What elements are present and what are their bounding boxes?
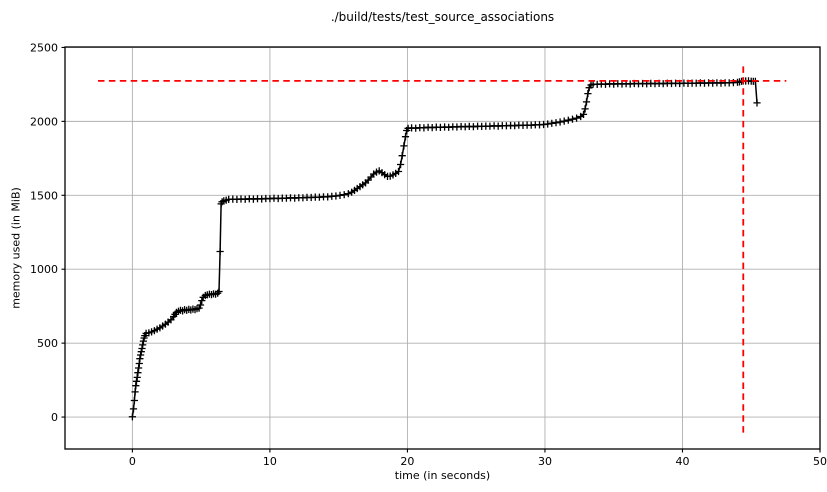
y-tick-label: 2000 xyxy=(30,115,58,128)
y-tick-label: 500 xyxy=(37,337,58,350)
x-tick-label: 40 xyxy=(675,455,689,468)
y-tick-label: 0 xyxy=(51,411,58,424)
x-axis-label: time (in seconds) xyxy=(394,469,491,482)
y-tick-label: 1000 xyxy=(30,263,58,276)
y-tick-label: 1500 xyxy=(30,189,58,202)
x-tick-label: 30 xyxy=(538,455,552,468)
x-tick-label: 20 xyxy=(400,455,414,468)
memory-series-markers xyxy=(128,77,761,421)
plot-border xyxy=(64,46,821,450)
x-tick-label: 50 xyxy=(813,455,827,468)
y-axis-label: memory used (in MiB) xyxy=(9,187,23,309)
x-tick-label: 10 xyxy=(263,455,277,468)
x-tick-label: 0 xyxy=(129,455,136,468)
plot-area xyxy=(65,47,820,449)
chart-title: ./build/tests/test_source_associations xyxy=(330,10,555,24)
y-tick-label: 2500 xyxy=(30,41,58,54)
